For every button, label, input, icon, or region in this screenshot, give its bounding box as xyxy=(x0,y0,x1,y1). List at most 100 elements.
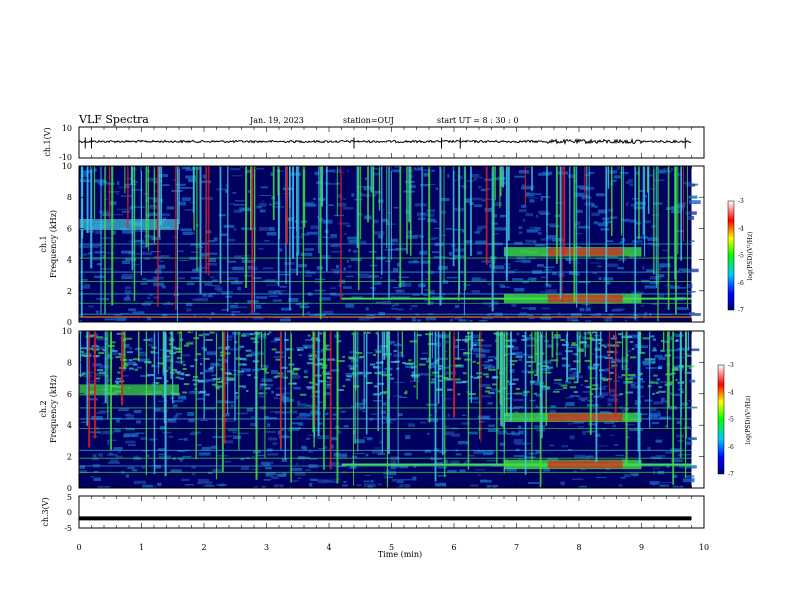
spectro-cell xyxy=(172,346,177,349)
spectro-cell xyxy=(267,423,271,427)
spectro-cell xyxy=(104,318,116,321)
spectro-cell xyxy=(306,311,311,315)
spectro-cell xyxy=(305,203,317,207)
spectro-cell xyxy=(451,433,460,437)
spectro-cell xyxy=(526,197,539,199)
spectro-cell xyxy=(454,364,462,367)
spectro-cell xyxy=(431,169,435,172)
spectro-cell xyxy=(575,192,584,197)
spectro-cell xyxy=(521,335,526,338)
spectro-cell xyxy=(176,357,182,360)
spectro-cell xyxy=(432,251,440,254)
spectro-cell xyxy=(590,313,601,317)
spectro-cell xyxy=(518,358,523,361)
spectro-cell xyxy=(94,275,106,279)
spectro-cell xyxy=(102,402,105,404)
spectro-cell xyxy=(464,340,469,343)
spectro-cell xyxy=(373,287,376,291)
spectro-cell xyxy=(354,453,366,455)
spectro-cell xyxy=(585,344,590,348)
spectro-cell xyxy=(397,480,404,484)
spectro-cell xyxy=(229,203,235,205)
spectro-cell xyxy=(605,240,614,242)
spectro-cell xyxy=(116,332,125,335)
spectro-cell xyxy=(593,221,599,225)
spectro-cell xyxy=(123,343,130,348)
spectro-cell xyxy=(278,435,288,439)
spectro-cell xyxy=(375,332,378,335)
spectro-cell xyxy=(271,348,277,351)
spectro-cell xyxy=(96,347,104,351)
y-tick-label: 8 xyxy=(67,193,72,202)
spectro-cell xyxy=(386,471,397,476)
spectro-cell xyxy=(482,317,493,319)
spectro-cell xyxy=(309,458,318,460)
spectro-cell xyxy=(423,294,428,297)
spectro-cell xyxy=(484,390,490,393)
spectro-cell xyxy=(448,251,453,256)
spectro-cell xyxy=(644,285,656,289)
spectro-cell xyxy=(336,360,345,363)
spectro-cell xyxy=(157,362,166,365)
spectro-cell xyxy=(390,238,398,243)
spectro-cell xyxy=(297,423,304,426)
ch1-colorbar-ticks: -3-4-5-6-7 xyxy=(738,198,744,314)
spectro-cell xyxy=(408,359,412,362)
spectro-cell xyxy=(328,182,340,185)
spectro-cell xyxy=(621,218,624,222)
spectro-cell xyxy=(147,234,151,238)
spectro-cell xyxy=(507,433,514,435)
spectro-cell xyxy=(182,455,192,458)
spectro-cell xyxy=(526,192,535,197)
spectro-cell xyxy=(606,343,612,346)
spectro-cell xyxy=(148,361,152,364)
spectro-cell xyxy=(232,266,244,271)
spectro-cell xyxy=(204,283,212,286)
spectro-cell xyxy=(118,409,129,412)
spectro-cell xyxy=(116,181,120,185)
spectro-cell xyxy=(508,382,516,385)
spectro-cell xyxy=(172,404,178,408)
spectro-cell xyxy=(298,227,303,229)
spectro-cell xyxy=(163,358,174,362)
spectro-cell xyxy=(473,450,483,455)
spectro-cell xyxy=(207,481,213,485)
spectro-cell xyxy=(112,213,124,216)
spectro-cell xyxy=(669,392,673,396)
spectro-cell xyxy=(492,375,499,378)
spectro-cell xyxy=(475,240,487,244)
spectro-cell xyxy=(390,360,399,363)
spectro-cell xyxy=(463,352,470,355)
spectro-cell xyxy=(668,256,674,258)
spectro-cell xyxy=(655,439,663,443)
spectro-cell xyxy=(184,484,194,486)
ch1-ytick-top: 10 xyxy=(62,124,72,133)
spectro-cell xyxy=(658,267,662,271)
spectro-cell xyxy=(242,387,246,389)
spectro-cell xyxy=(305,469,311,471)
spectro-cell xyxy=(450,319,453,322)
spectro-cell xyxy=(606,350,614,353)
spectro-cell xyxy=(108,378,112,382)
spectro-cell xyxy=(570,367,577,370)
spectro-cell xyxy=(149,337,153,342)
spectro-cell xyxy=(527,356,534,359)
spectro-cell xyxy=(422,169,429,172)
spectro-cell xyxy=(307,353,312,355)
spectro-cell xyxy=(344,233,347,235)
spectro-cell xyxy=(598,392,609,396)
spectro-cell xyxy=(639,345,649,349)
spectro-cell xyxy=(191,466,196,469)
spectro-cell xyxy=(473,401,482,404)
spectro-cell xyxy=(190,201,196,204)
spectro-cell xyxy=(187,341,195,343)
spectro-cell xyxy=(366,437,373,441)
spectro-cell xyxy=(126,295,130,299)
spectro-cell xyxy=(81,278,88,281)
spectro-cell xyxy=(498,433,509,435)
spectro-cell xyxy=(513,440,517,444)
spectro-cell xyxy=(266,231,277,236)
spectro-cell xyxy=(593,395,605,398)
spectro-cell xyxy=(419,250,428,255)
spectro-cell xyxy=(571,319,580,322)
